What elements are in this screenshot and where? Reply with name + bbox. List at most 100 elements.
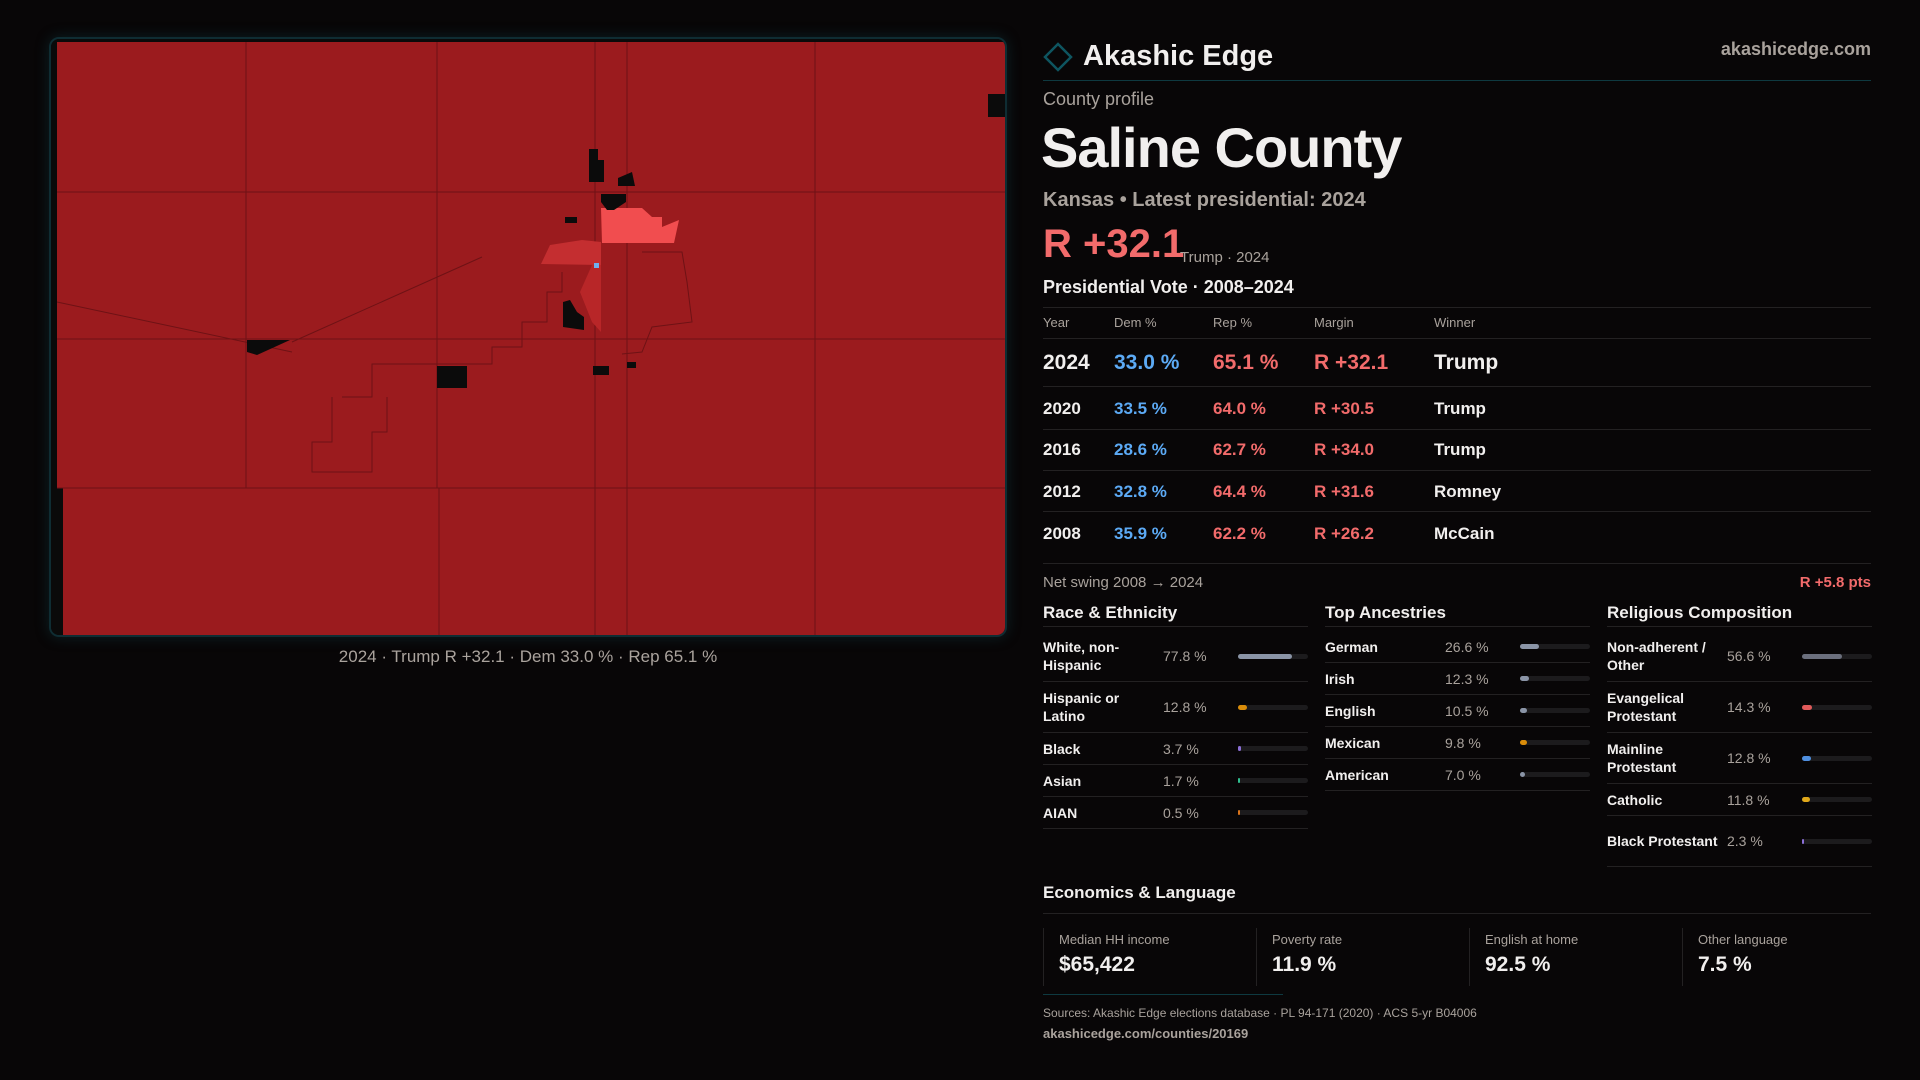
brand-name: Akashic Edge xyxy=(1083,40,1274,72)
stat-value: 11.9 % xyxy=(1272,953,1337,976)
col-margin: Margin xyxy=(1314,314,1354,330)
margin-cell: R +26.2 xyxy=(1314,524,1375,543)
year-cell: 2020 xyxy=(1043,399,1081,418)
brand[interactable]: Akashic Edge xyxy=(1043,40,1273,73)
item-bar-fill xyxy=(1238,778,1240,783)
list-item: American 7.0 % xyxy=(1325,759,1590,791)
item-value: 1.7 % xyxy=(1163,772,1199,789)
list-item: Irish 12.3 % xyxy=(1325,663,1590,695)
list-item: English 10.5 % xyxy=(1325,695,1590,727)
item-bar-fill xyxy=(1520,708,1528,713)
col-winner: Winner xyxy=(1434,314,1476,330)
table-row[interactable]: 2016 28.6 % 62.7 % R +34.0 Trump xyxy=(1043,437,1871,463)
item-bar-fill xyxy=(1238,810,1240,815)
year-cell: 2008 xyxy=(1043,524,1081,543)
item-value: 14.3 % xyxy=(1727,699,1771,715)
subtitle: Kansas • Latest presidential: 2024 xyxy=(1043,189,1366,211)
section-title: Religious Composition xyxy=(1607,599,1872,627)
item-value: 7.0 % xyxy=(1445,766,1481,783)
table-row[interactable]: 2008 35.9 % 62.2 % R +26.2 McCain xyxy=(1043,521,1871,547)
margin-note: Trump · 2024 xyxy=(1180,249,1270,266)
table-row[interactable]: 2024 33.0 % 65.1 % R +32.1 Trump xyxy=(1043,346,1871,380)
stat-label: English at home xyxy=(1485,932,1579,947)
stat-label: Poverty rate xyxy=(1272,932,1343,947)
diamond-logo-icon xyxy=(1043,41,1073,72)
list-item: Catholic 11.8 % xyxy=(1607,784,1872,816)
dem-pct-cell: 33.0 % xyxy=(1114,351,1180,374)
item-bar xyxy=(1802,755,1872,761)
votes-title: Presidential Vote · 2008–2024 xyxy=(1043,277,1294,297)
table-row[interactable]: 2020 33.5 % 64.0 % R +30.5 Trump xyxy=(1043,396,1871,422)
county-url[interactable]: akashicedge.com/counties/20169 xyxy=(1043,1026,1249,1041)
precinct-region xyxy=(541,240,601,265)
header-divider xyxy=(1043,80,1871,81)
item-bar-fill xyxy=(1520,772,1525,777)
item-bar-fill xyxy=(1520,644,1539,649)
dem-pct-cell: 33.5 % xyxy=(1114,399,1167,418)
rep-pct-cell: 64.0 % xyxy=(1213,399,1266,418)
item-value: 12.8 % xyxy=(1163,699,1207,715)
item-bar-fill xyxy=(1238,653,1293,659)
swing-label: Net swing 2008 → 2024 xyxy=(1043,573,1204,591)
item-bar-fill xyxy=(1802,755,1811,761)
item-bar xyxy=(1520,708,1590,713)
item-bar xyxy=(1238,746,1308,751)
winner-cell: McCain xyxy=(1434,524,1495,543)
item-value: 10.5 % xyxy=(1445,702,1489,719)
item-bar xyxy=(1238,810,1308,815)
race-section: Race & Ethnicity White, non-Hispanic 77.8 … xyxy=(1043,599,1308,829)
item-value: 3.7 % xyxy=(1163,740,1199,757)
item-value: 12.8 % xyxy=(1727,750,1771,766)
section-title: Top Ancestries xyxy=(1325,599,1590,627)
list-item: AIAN 0.5 % xyxy=(1043,797,1308,829)
headline-margin: R +32.1 xyxy=(1043,222,1185,266)
table-row[interactable]: 2012 32.8 % 64.4 % R +31.6 Romney xyxy=(1043,479,1871,505)
margin-cell: R +30.5 xyxy=(1314,399,1375,418)
item-bar xyxy=(1520,772,1590,777)
item-bar-fill xyxy=(1520,740,1527,745)
winner-cell: Trump xyxy=(1434,351,1499,374)
economics-title: Economics & Language xyxy=(1043,883,1236,902)
site-link[interactable]: akashicedge.com xyxy=(1720,39,1871,59)
item-value: 9.8 % xyxy=(1445,734,1481,751)
item-bar-fill xyxy=(1802,704,1812,710)
rep-pct-cell: 65.1 % xyxy=(1213,351,1279,374)
list-item: Asian 1.7 % xyxy=(1043,765,1308,797)
sources: Sources: Akashic Edge elections database… xyxy=(1043,1006,1477,1020)
item-bar xyxy=(1802,797,1872,802)
rep-pct-cell: 62.7 % xyxy=(1213,440,1266,459)
item-bar-fill xyxy=(1520,676,1529,681)
winner-cell: Trump xyxy=(1434,440,1486,459)
list-item: Mainline Protestant 12.8 % xyxy=(1607,733,1872,784)
stat-card: Other language 7.5 % xyxy=(1682,928,1895,986)
year-cell: 2016 xyxy=(1043,440,1081,459)
item-bar xyxy=(1520,740,1590,745)
list-item: White, non-Hispanic 77.8 % xyxy=(1043,631,1308,682)
section-title: Race & Ethnicity xyxy=(1043,599,1308,627)
precinct-map-svg xyxy=(51,39,1005,635)
item-label: Black xyxy=(1043,740,1081,757)
year-cell: 2012 xyxy=(1043,482,1081,501)
county-map[interactable] xyxy=(49,37,1007,637)
swing-value: R +5.8 pts xyxy=(1799,573,1871,591)
dem-pct-cell: 35.9 % xyxy=(1114,524,1167,543)
precinct-region xyxy=(57,42,1005,488)
item-value: 26.6 % xyxy=(1445,638,1489,655)
list-item: Mexican 9.8 % xyxy=(1325,727,1590,759)
net-swing: Net swing 2008 → 2024 R +5.8 pts xyxy=(1043,573,1871,591)
stat-label: Median HH income xyxy=(1059,932,1170,947)
item-label: Asian xyxy=(1043,772,1082,789)
item-label: German xyxy=(1325,638,1378,655)
kicker: County profile xyxy=(1043,89,1155,109)
list-item: Evangelical Protestant 14.3 % xyxy=(1607,682,1872,733)
item-value: 56.6 % xyxy=(1727,648,1771,664)
item-bar xyxy=(1238,778,1308,783)
item-value: 2.3 % xyxy=(1727,833,1763,849)
item-value: 12.3 % xyxy=(1445,670,1489,687)
item-bar-fill xyxy=(1802,838,1804,844)
item-label: White, non-Hispanic xyxy=(1043,639,1120,673)
item-label: Black Protestant xyxy=(1607,833,1718,849)
list-item: German 26.6 % xyxy=(1325,631,1590,663)
stat-label: Other language xyxy=(1698,932,1788,947)
margin-cell: R +34.0 xyxy=(1314,440,1375,459)
